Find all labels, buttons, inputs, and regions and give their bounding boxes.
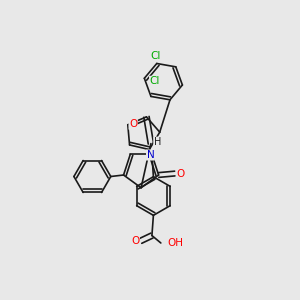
- Text: OH: OH: [167, 238, 183, 248]
- Text: H: H: [154, 137, 161, 147]
- Text: N: N: [147, 150, 154, 160]
- Text: Cl: Cl: [150, 76, 160, 86]
- Text: O: O: [131, 236, 140, 246]
- Text: O: O: [129, 119, 137, 129]
- Text: Cl: Cl: [150, 51, 160, 61]
- Text: O: O: [176, 169, 184, 178]
